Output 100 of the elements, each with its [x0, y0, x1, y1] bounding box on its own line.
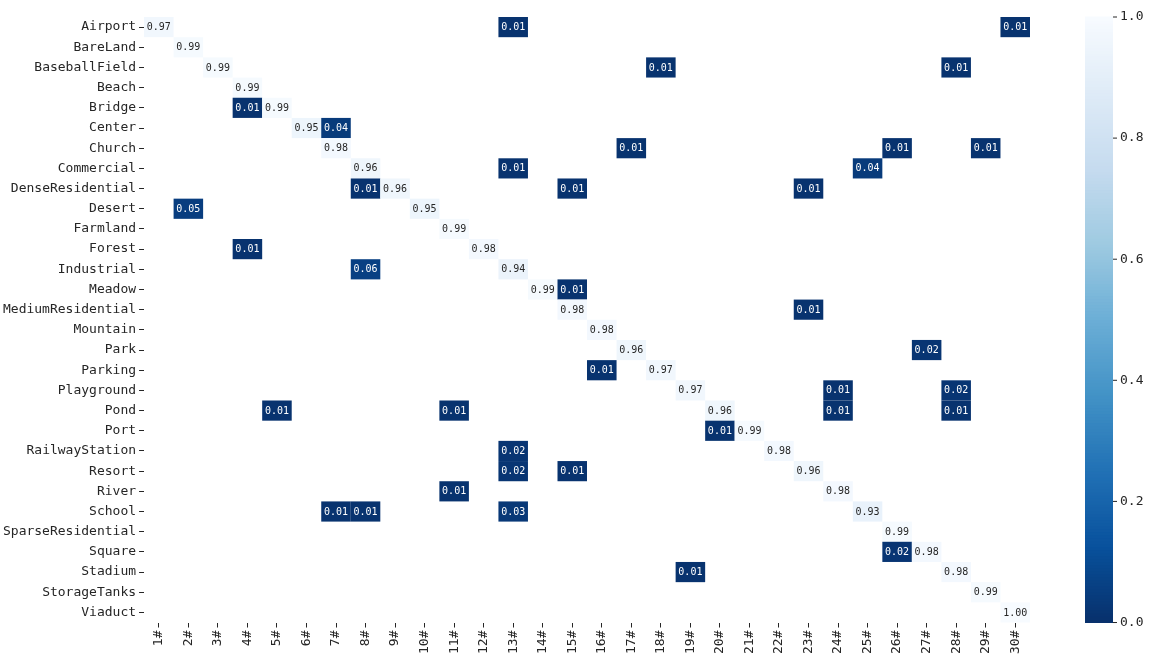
- x-tick-label: 14#: [534, 630, 550, 654]
- color-bar-label: 0.6: [1120, 250, 1144, 266]
- y-tick-label: Commercial: [57, 159, 137, 175]
- data-label: 0.06: [353, 263, 378, 275]
- y-tick-label: Stadium: [81, 563, 137, 579]
- y-tick-label: Desert: [89, 200, 137, 216]
- data-label: 0.01: [560, 182, 585, 194]
- data-label: 0.99: [205, 61, 230, 73]
- y-tick-label: Viaduct: [81, 603, 137, 619]
- x-tick-label: 6#: [297, 630, 313, 647]
- x-tick-label: 19#: [681, 630, 697, 654]
- y-tick-label: SparseResidential: [2, 523, 137, 539]
- x-tick-label: 7#: [327, 630, 343, 647]
- y-tick-label: Pond: [104, 401, 137, 417]
- data-label: 0.95: [294, 122, 319, 134]
- data-label: 0.99: [973, 586, 998, 598]
- y-tick-label: Park: [104, 341, 137, 357]
- y-tick-label: Beach: [96, 79, 137, 95]
- data-label: 0.02: [501, 445, 526, 457]
- x-tick-label: 10#: [415, 630, 431, 654]
- x-tick-label: 4#: [238, 630, 254, 647]
- x-tick-label: 29#: [977, 630, 993, 654]
- data-label: 0.98: [560, 303, 585, 315]
- x-tick-label: 23#: [799, 630, 815, 654]
- data-label: 0.01: [796, 182, 821, 194]
- data-label: 0.98: [944, 566, 969, 578]
- data-label: 0.01: [619, 142, 644, 154]
- data-label: 0.01: [235, 243, 260, 255]
- y-tick-label: Airport: [81, 18, 137, 34]
- data-label: 0.03: [501, 505, 526, 517]
- x-tick-label: 8#: [356, 630, 372, 647]
- data-label: 0.98: [589, 323, 614, 335]
- data-label: 0.98: [914, 545, 939, 557]
- y-tick-label: Meadow: [89, 280, 137, 296]
- data-label: 0.99: [442, 223, 467, 235]
- y-tick-label: BaseballField: [34, 58, 137, 74]
- y-tick-label: Center: [89, 119, 137, 135]
- x-tick-label: 11#: [445, 630, 461, 654]
- data-label: 0.98: [471, 243, 496, 255]
- x-tick-label: 18#: [652, 630, 668, 654]
- data-label: 0.96: [796, 465, 821, 477]
- data-label: 0.05: [176, 202, 201, 214]
- data-label: 0.95: [412, 202, 437, 214]
- y-tick-label: MediumResidential: [2, 301, 137, 317]
- x-tick-label: 3#: [209, 630, 225, 647]
- x-tick-label: 28#: [947, 630, 963, 654]
- data-label: 0.98: [826, 485, 851, 497]
- y-tick-label: Forest: [89, 240, 137, 256]
- data-label: 0.01: [826, 404, 851, 416]
- data-label: 0.04: [323, 122, 349, 134]
- x-tick-label: 15#: [563, 630, 579, 654]
- y-tick-label: DenseResidential: [10, 179, 137, 195]
- data-label: 0.98: [323, 142, 349, 154]
- data-label: 0.99: [264, 101, 289, 113]
- y-tick-label: River: [96, 482, 137, 498]
- data-label: 0.99: [176, 41, 201, 53]
- data-label: 0.02: [885, 545, 910, 557]
- data-label: 0.02: [944, 384, 969, 396]
- data-label: 0.96: [619, 344, 644, 356]
- data-label: 0.01: [944, 404, 969, 416]
- data-label: 0.04: [855, 162, 880, 174]
- data-label: 0.02: [914, 344, 939, 356]
- y-tick-label: Church: [89, 139, 137, 155]
- x-tick-label: 20#: [711, 630, 727, 654]
- x-tick-label: 25#: [858, 630, 874, 654]
- color-bar-label: 0.2: [1120, 492, 1144, 508]
- data-label: 0.01: [826, 384, 851, 396]
- data-label: 0.94: [501, 263, 526, 275]
- x-tick-label: 16#: [593, 630, 609, 654]
- y-tick-label: Square: [89, 543, 137, 559]
- data-label: 0.99: [885, 525, 910, 537]
- color-bar-label: 0.4: [1120, 371, 1144, 387]
- data-label: 0.01: [442, 404, 467, 416]
- x-tick-label: 30#: [1006, 630, 1022, 654]
- y-tick-label: StorageTanks: [42, 583, 137, 599]
- x-tick-label: 2#: [179, 630, 195, 647]
- data-label: 0.93: [855, 505, 880, 517]
- x-tick-label: 24#: [829, 630, 845, 654]
- data-label: 0.01: [501, 21, 526, 33]
- data-label: 0.02: [501, 465, 526, 477]
- x-tick-label: 5#: [268, 630, 284, 647]
- color-bar-label: 0.8: [1120, 129, 1144, 145]
- data-label: 0.96: [707, 404, 732, 416]
- data-label: 0.01: [442, 485, 467, 497]
- data-label: 0.01: [235, 101, 260, 113]
- data-label: 0.01: [589, 364, 614, 376]
- data-label: 0.01: [264, 404, 289, 416]
- data-label: 0.01: [353, 505, 378, 517]
- x-tick-label: 13#: [504, 630, 520, 654]
- x-tick-label: 9#: [386, 630, 402, 647]
- data-label: 0.01: [648, 61, 673, 73]
- color-bar-label: 1.0: [1120, 8, 1144, 24]
- data-label: 0.99: [235, 81, 260, 93]
- x-tick-label: 26#: [888, 630, 904, 654]
- x-tick-label: 1#: [150, 630, 166, 647]
- x-tick-label: 17#: [622, 630, 638, 654]
- y-tick-label: Farmland: [73, 220, 137, 236]
- data-label: 0.01: [353, 182, 378, 194]
- data-label: 0.97: [678, 384, 703, 396]
- y-tick-label: Bridge: [89, 99, 137, 115]
